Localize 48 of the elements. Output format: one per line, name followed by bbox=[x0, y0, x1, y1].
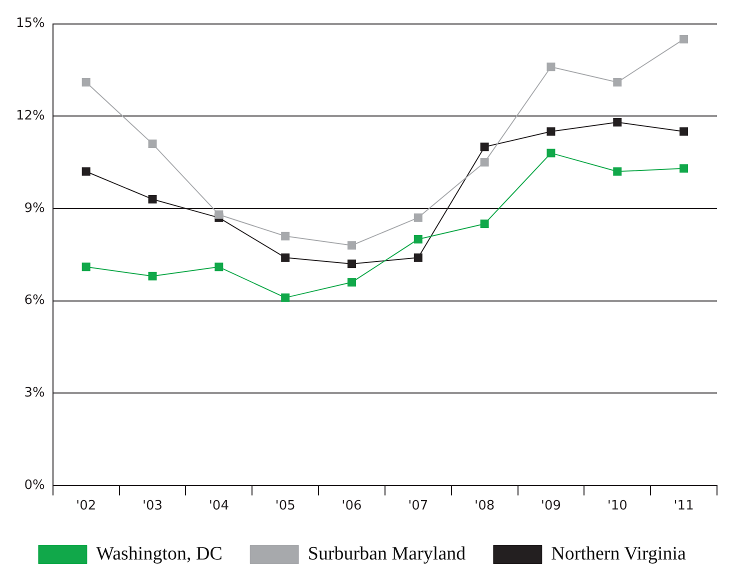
point bbox=[348, 278, 356, 287]
point bbox=[613, 167, 622, 176]
point bbox=[480, 158, 489, 167]
point bbox=[148, 140, 157, 148]
point bbox=[148, 272, 157, 280]
point bbox=[348, 260, 356, 268]
point bbox=[546, 62, 556, 72]
point bbox=[680, 127, 688, 136]
x-tick-label: '07 bbox=[408, 498, 428, 514]
y-tick-label: 15% bbox=[16, 16, 45, 32]
point bbox=[680, 34, 688, 44]
x-tick-label: '05 bbox=[275, 498, 296, 514]
y-tick-label: 12% bbox=[16, 108, 45, 124]
x-tick-label: '03 bbox=[142, 498, 163, 514]
point bbox=[281, 253, 290, 262]
legend-label: Surburban Maryland bbox=[308, 543, 466, 564]
x-tick-label: '04 bbox=[208, 498, 229, 514]
x-tick-label: '02 bbox=[76, 498, 96, 514]
point bbox=[613, 118, 622, 127]
point bbox=[414, 234, 422, 244]
point bbox=[214, 210, 224, 219]
point bbox=[82, 78, 90, 87]
y-tick-label: 9% bbox=[24, 200, 45, 216]
legend-label: Northern Virginia bbox=[551, 543, 687, 564]
x-tick-label: '09 bbox=[540, 498, 562, 514]
point bbox=[214, 262, 224, 272]
point bbox=[82, 167, 90, 176]
y-tick-label: 0% bbox=[24, 478, 45, 493]
point bbox=[281, 293, 290, 302]
point bbox=[680, 164, 688, 173]
point bbox=[480, 220, 489, 228]
point bbox=[414, 213, 422, 222]
point bbox=[281, 232, 290, 240]
point bbox=[148, 194, 157, 204]
point bbox=[546, 148, 556, 158]
point bbox=[82, 262, 90, 272]
point bbox=[546, 127, 556, 136]
y-tick-label: 6% bbox=[24, 293, 45, 308]
point bbox=[414, 253, 422, 262]
x-tick-label: '11 bbox=[674, 498, 694, 514]
y-tick-label: 3% bbox=[24, 385, 45, 400]
x-tick-label: '08 bbox=[474, 498, 495, 514]
x-tick-label: '10 bbox=[607, 498, 628, 514]
point bbox=[613, 78, 622, 87]
x-tick-label: '06 bbox=[342, 498, 362, 514]
point bbox=[480, 142, 489, 152]
legend-label: Washington, DC bbox=[96, 543, 222, 564]
point bbox=[348, 241, 356, 250]
